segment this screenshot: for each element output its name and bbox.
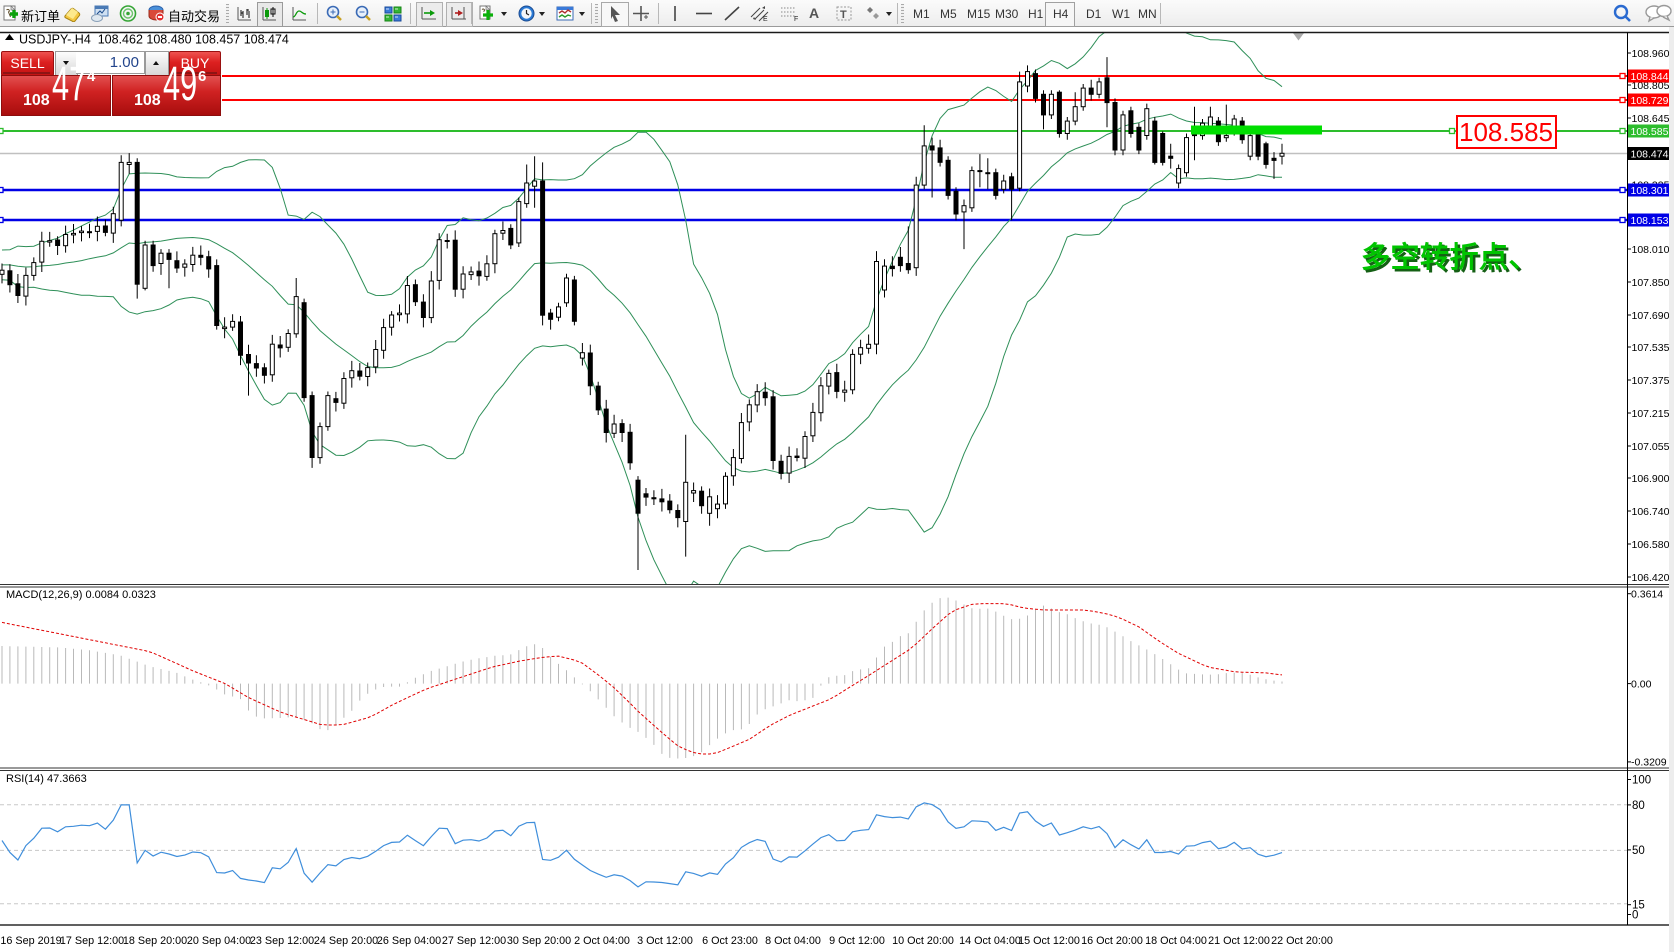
svg-text:107.690: 107.690 bbox=[1632, 310, 1670, 322]
svg-text:107.215: 107.215 bbox=[1632, 408, 1670, 420]
svg-text:108.585: 108.585 bbox=[1459, 117, 1553, 147]
svg-text:18 Sep 20:00: 18 Sep 20:00 bbox=[123, 935, 187, 947]
svg-text:T: T bbox=[840, 9, 847, 21]
svg-text:108.844: 108.844 bbox=[1631, 71, 1669, 83]
svg-text:20 Sep 04:00: 20 Sep 04:00 bbox=[187, 935, 251, 947]
svg-text:108.585: 108.585 bbox=[1631, 126, 1669, 138]
svg-text:3 Oct 12:00: 3 Oct 12:00 bbox=[637, 935, 693, 947]
svg-text:107.375: 107.375 bbox=[1632, 375, 1670, 387]
svg-text:16 Sep 2019: 16 Sep 2019 bbox=[0, 935, 61, 947]
svg-text:18 Oct 04:00: 18 Oct 04:00 bbox=[1145, 935, 1207, 947]
svg-text:0: 0 bbox=[1632, 910, 1638, 922]
svg-text:106.420: 106.420 bbox=[1632, 572, 1670, 584]
svg-text:80: 80 bbox=[1632, 800, 1645, 812]
svg-text:RSI(14) 47.3663: RSI(14) 47.3663 bbox=[6, 773, 87, 785]
svg-text:23 Sep 12:00: 23 Sep 12:00 bbox=[250, 935, 314, 947]
svg-text:106.580: 106.580 bbox=[1632, 539, 1670, 551]
svg-text:107.535: 107.535 bbox=[1632, 342, 1670, 354]
svg-text:16 Oct 20:00: 16 Oct 20:00 bbox=[1081, 935, 1143, 947]
svg-text:MACD(12,26,9) 0.0084 0.0323: MACD(12,26,9) 0.0084 0.0323 bbox=[6, 589, 156, 601]
svg-text:6 Oct 23:00: 6 Oct 23:00 bbox=[702, 935, 758, 947]
svg-text:107.850: 107.850 bbox=[1632, 277, 1670, 289]
svg-text:108.301: 108.301 bbox=[1631, 185, 1669, 197]
svg-text:14 Oct 04:00: 14 Oct 04:00 bbox=[959, 935, 1021, 947]
svg-text:22 Oct 20:00: 22 Oct 20:00 bbox=[1271, 935, 1333, 947]
svg-text:-0.3209: -0.3209 bbox=[1631, 757, 1667, 769]
svg-text:10 Oct 20:00: 10 Oct 20:00 bbox=[892, 935, 954, 947]
svg-text:E: E bbox=[763, 16, 768, 22]
svg-text:21 Oct 12:00: 21 Oct 12:00 bbox=[1208, 935, 1270, 947]
svg-text:108.805: 108.805 bbox=[1632, 80, 1670, 92]
svg-text:F: F bbox=[794, 16, 798, 22]
svg-text:106.900: 106.900 bbox=[1632, 473, 1670, 485]
svg-text:15 Oct 12:00: 15 Oct 12:00 bbox=[1018, 935, 1080, 947]
svg-text:26 Sep 04:00: 26 Sep 04:00 bbox=[377, 935, 441, 947]
svg-text:8 Oct 04:00: 8 Oct 04:00 bbox=[765, 935, 821, 947]
svg-text:108.010: 108.010 bbox=[1632, 244, 1670, 256]
svg-text:106.740: 106.740 bbox=[1632, 506, 1670, 518]
svg-text:108.645: 108.645 bbox=[1632, 113, 1670, 125]
svg-text:多空转折点、: 多空转折点、 bbox=[1361, 240, 1538, 274]
svg-text:9 Oct 12:00: 9 Oct 12:00 bbox=[829, 935, 885, 947]
svg-text:30 Sep 20:00: 30 Sep 20:00 bbox=[507, 935, 571, 947]
svg-text:24 Sep 20:00: 24 Sep 20:00 bbox=[314, 935, 378, 947]
svg-text:17 Sep 12:00: 17 Sep 12:00 bbox=[60, 935, 124, 947]
svg-text:108.474: 108.474 bbox=[1631, 149, 1669, 161]
svg-text:15: 15 bbox=[1632, 900, 1645, 912]
svg-text:0.3614: 0.3614 bbox=[1631, 589, 1663, 601]
svg-text:108.153: 108.153 bbox=[1631, 215, 1669, 227]
svg-text:50: 50 bbox=[1632, 845, 1645, 857]
svg-text:27 Sep 12:00: 27 Sep 12:00 bbox=[442, 935, 506, 947]
svg-text:107.055: 107.055 bbox=[1632, 441, 1670, 453]
svg-text:108.729: 108.729 bbox=[1631, 95, 1669, 107]
svg-text:0.00: 0.00 bbox=[1631, 678, 1652, 690]
svg-text:USDJPY-,H4 108.462 108.480 10: USDJPY-,H4 108.462 108.480 108.457 108.4… bbox=[19, 33, 289, 47]
svg-text:2 Oct 04:00: 2 Oct 04:00 bbox=[574, 935, 630, 947]
svg-text:108.960: 108.960 bbox=[1632, 48, 1670, 60]
svg-text:100: 100 bbox=[1632, 775, 1651, 787]
